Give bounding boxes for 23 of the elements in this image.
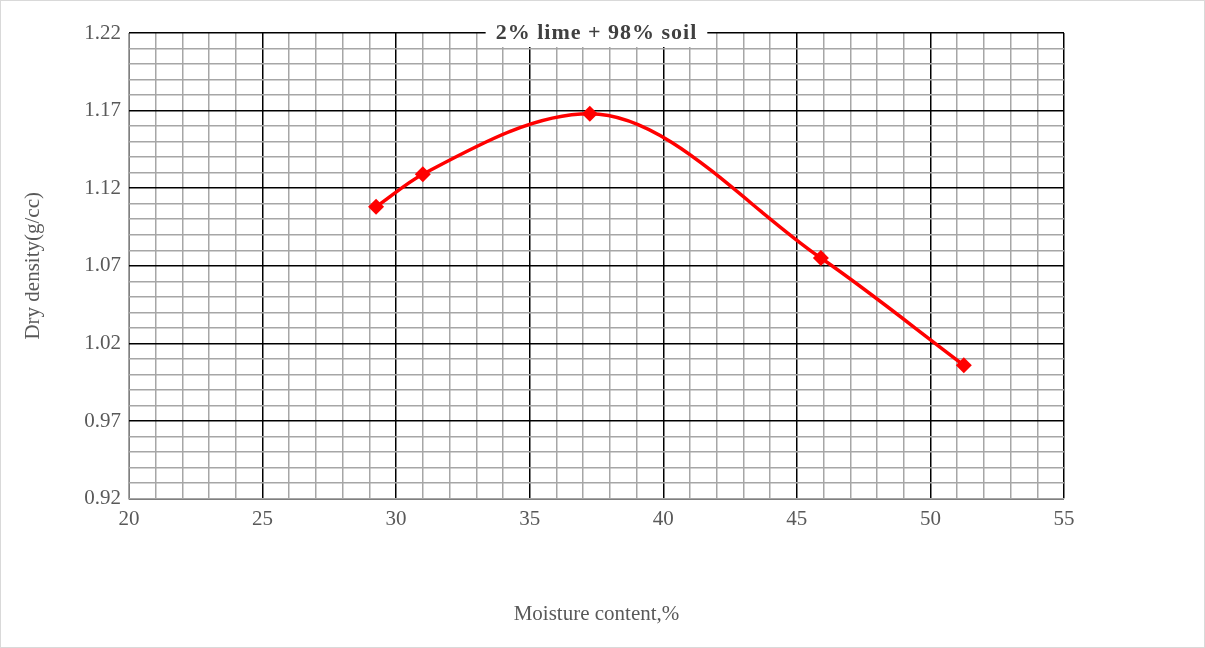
y-tick-label: 0.97 xyxy=(84,407,121,432)
y-tick-label: 1.12 xyxy=(84,174,121,199)
x-tick-label: 45 xyxy=(786,505,808,530)
point xyxy=(955,357,972,374)
x-tick-label: 50 xyxy=(919,505,941,530)
x-tick-label: 40 xyxy=(652,505,674,530)
x-tick-label: 30 xyxy=(385,505,407,530)
x-tick-label: 20 xyxy=(118,505,140,530)
x-tick-label: 55 xyxy=(1053,505,1075,530)
y-tick-label: 1.22 xyxy=(84,19,121,44)
chart-title: 2% lime + 98% soil xyxy=(495,18,698,44)
point xyxy=(812,250,829,267)
point xyxy=(581,105,598,122)
y-tick-label: 1.17 xyxy=(84,97,121,122)
y-tick-label: 1.02 xyxy=(84,329,121,354)
x-tick-label: 25 xyxy=(252,505,274,530)
x-tick-label: 35 xyxy=(519,505,541,530)
y-tick-label: 1.07 xyxy=(84,252,121,277)
y-axis-title: Dry density(g/cc) xyxy=(20,192,45,340)
point xyxy=(414,166,431,183)
y-tick-label: 0.92 xyxy=(84,485,121,510)
point xyxy=(368,198,385,215)
x-axis-title: Moisture content,% xyxy=(513,600,680,625)
